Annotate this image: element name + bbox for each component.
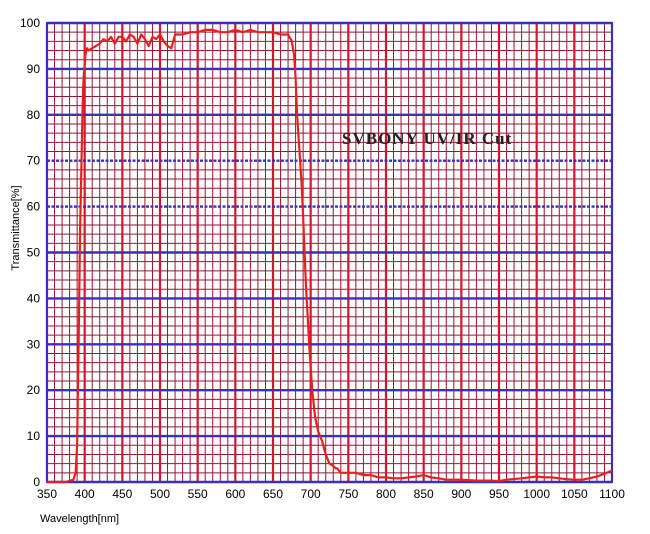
- y-tick-label: 70: [27, 154, 41, 168]
- y-tick-label: 90: [27, 62, 41, 76]
- x-tick-label: 1050: [561, 487, 588, 501]
- y-tick-labels: 0 10 20 30 40 50 60 70 80 90 100: [20, 16, 40, 489]
- x-tick-label: 350: [37, 487, 57, 501]
- x-tick-label: 900: [451, 487, 471, 501]
- y-tick-label: 10: [27, 429, 41, 443]
- major-grid: [45, 21, 614, 484]
- y-tick-label: 0: [33, 475, 40, 489]
- y-tick-label: 60: [27, 200, 41, 214]
- chart-annotation: SVBONY UV/IR Cut: [342, 129, 512, 148]
- y-tick-label: 40: [27, 291, 41, 305]
- y-tick-label: 100: [20, 16, 40, 30]
- x-tick-label: 500: [150, 487, 170, 501]
- y-tick-label: 50: [27, 246, 41, 260]
- x-tick-label: 800: [376, 487, 396, 501]
- y-axis-label: Transmittance[%]: [10, 185, 22, 270]
- x-tick-label: 750: [338, 487, 358, 501]
- x-tick-label: 400: [75, 487, 95, 501]
- x-tick-label: 850: [414, 487, 434, 501]
- x-tick-label: 700: [301, 487, 321, 501]
- y-tick-label: 20: [27, 383, 41, 397]
- x-tick-label: 1100: [599, 487, 625, 501]
- x-tick-label: 450: [112, 487, 132, 501]
- y-tick-label: 80: [27, 108, 41, 122]
- x-tick-label: 650: [263, 487, 283, 501]
- plot-frame: [46, 22, 613, 483]
- x-tick-label: 1000: [523, 487, 550, 501]
- series-line: [47, 28, 613, 484]
- x-tick-labels: 350 400 450 500 550 600 650 700 750 800 850 900 950 1…: [37, 487, 625, 501]
- y-tick-label: 30: [27, 337, 41, 351]
- x-tick-label: 600: [225, 487, 245, 501]
- x-tick-label: 550: [188, 487, 208, 501]
- x-axis-label: Wavelength[nm]: [40, 513, 119, 525]
- x-tick-label: 950: [489, 487, 509, 501]
